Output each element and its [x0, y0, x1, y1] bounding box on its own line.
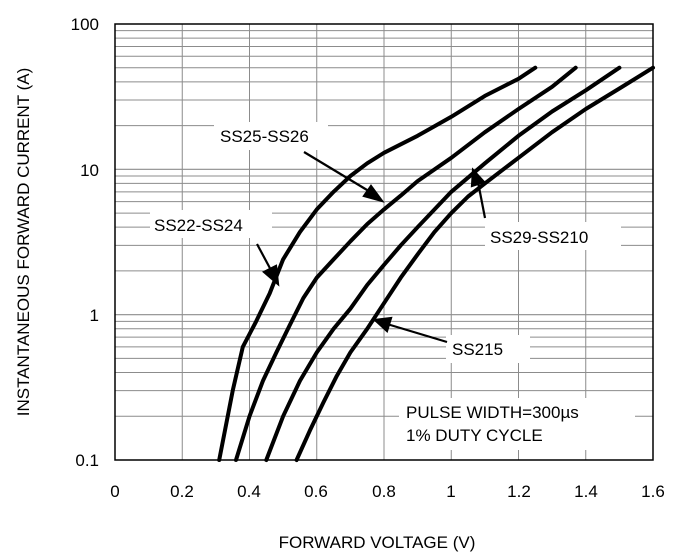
x-tick-label: 0.2 — [170, 482, 194, 501]
x-tick-label: 1.2 — [507, 482, 531, 501]
plot-frame — [114, 23, 654, 461]
y-axis-title: INSTANTANEOUS FORWARD CURRENT (A) — [14, 68, 33, 417]
series-line-0 — [217, 65, 538, 462]
series-label-box — [485, 222, 621, 250]
y-axis-ticks: 0.1 1 10 100 — [71, 15, 99, 470]
x-axis-ticks: 0 0.2 0.4 0.6 0.8 1 1.2 1.4 1.6 — [110, 482, 665, 501]
x-tick-label: 1.6 — [641, 482, 665, 501]
arrow-line — [476, 181, 487, 219]
note-box — [399, 398, 635, 450]
y-tick-label: 0.1 — [75, 451, 99, 470]
x-tick-label: 0.8 — [372, 482, 396, 501]
series-label-ss29-ss210: SS29-SS210 — [490, 228, 588, 247]
x-tick-label: 0.6 — [304, 482, 328, 501]
x-axis-title: FORWARD VOLTAGE (V) — [279, 533, 476, 552]
series-label-box — [214, 122, 328, 150]
y-tick-label: 1 — [90, 306, 99, 325]
arrow-head — [362, 184, 385, 203]
x-tick-label: 1 — [446, 482, 455, 501]
duty-cycle-note: 1% DUTY CYCLE — [406, 426, 543, 445]
x-tick-label: 0.4 — [237, 482, 261, 501]
series-label-box — [446, 335, 530, 363]
y-tick-label: 100 — [71, 15, 99, 34]
x-tick-label: 1.4 — [574, 482, 598, 501]
arrow-line — [303, 151, 373, 194]
pulse-width-note: PULSE WIDTH=300µs — [406, 403, 579, 422]
arrow-head — [262, 264, 280, 287]
series-label-box — [150, 210, 272, 238]
x-tick-label: 0 — [110, 482, 119, 501]
arrow-line — [386, 322, 448, 344]
chart-grid — [115, 24, 654, 460]
series-label-ss22-ss24: SS22-SS24 — [154, 216, 243, 235]
series-label-ss25-ss26: SS25-SS26 — [220, 127, 309, 146]
label-arrows — [256, 151, 487, 344]
series-line-3 — [294, 65, 655, 462]
series-line-2 — [264, 65, 622, 462]
chart-series — [217, 65, 655, 462]
arrow-head — [372, 316, 393, 333]
series-line-1 — [234, 65, 578, 462]
y-tick-label: 10 — [80, 161, 99, 180]
arrow-head — [470, 167, 486, 188]
arrow-line — [256, 243, 273, 273]
series-label-ss215: SS215 — [452, 340, 503, 359]
